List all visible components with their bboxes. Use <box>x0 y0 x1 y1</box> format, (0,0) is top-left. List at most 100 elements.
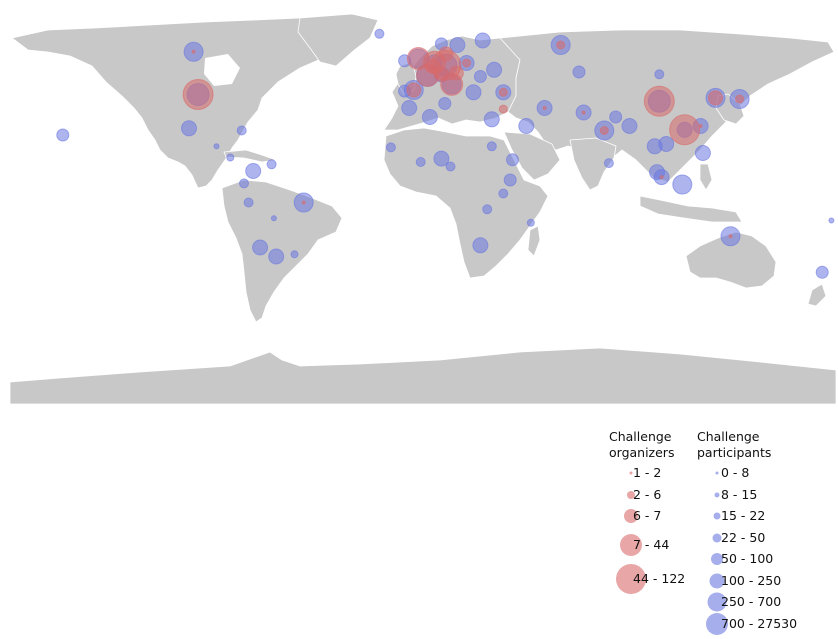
legend-participants-rows: 0 - 8 8 - 15 15 - 22 22 - 50 50 - 100 100 - 2… <box>697 465 837 637</box>
participant-marker-algeria <box>421 109 438 125</box>
legend-participants-row: 100 - 250 <box>697 573 837 595</box>
participant-marker-nigeria <box>433 150 450 167</box>
participant-marker-new-zealand <box>815 265 829 279</box>
legend-participants-row: 22 - 50 <box>697 530 837 552</box>
participant-marker-zambia <box>482 204 493 215</box>
legend-participants-row: 15 - 22 <box>697 508 837 530</box>
legend-participants-label: 250 - 700 <box>721 594 782 609</box>
legend-organizers-row: 7 - 44 <box>609 530 709 560</box>
participant-marker-argentina <box>268 248 285 265</box>
participant-marker-colombia <box>245 163 262 179</box>
participant-marker-mongolia <box>654 69 665 80</box>
legend-participants-row: 250 - 700 <box>697 592 837 616</box>
participant-marker-thailand <box>646 138 663 155</box>
legend-participants-label: 15 - 22 <box>721 508 766 523</box>
organizer-markers <box>182 40 745 239</box>
legend-organizers-label: 44 - 122 <box>633 570 686 586</box>
legend-organizers: Challenge organizers 1 - 2 2 - 6 6 - 7 7 - … <box>609 429 709 598</box>
participant-marker-kenya <box>503 173 517 187</box>
legend-participants-symbol <box>707 592 727 612</box>
philippines <box>699 163 713 191</box>
participant-marker-nepal <box>609 110 623 124</box>
participant-marker-morocco <box>401 100 418 116</box>
participant-marker-romania <box>473 70 487 83</box>
indian-subcontinent <box>569 137 617 191</box>
participant-marker-mexico <box>181 120 197 137</box>
organizer-marker-austria <box>448 65 464 81</box>
participant-marker-ghana <box>415 157 426 167</box>
participant-marker-sweden <box>449 37 466 53</box>
participant-marker-costa-rica <box>226 153 235 162</box>
legend-organizers-row: 2 - 6 <box>609 487 709 509</box>
participant-marker-cuba <box>236 125 247 136</box>
participant-marker-hawaii <box>56 128 70 142</box>
participant-marker-tanzania <box>498 188 509 199</box>
legend-participants-symbol <box>706 612 728 635</box>
legend-participants-row: 0 - 8 <box>697 465 837 487</box>
participant-marker-sri-lanka <box>603 158 614 169</box>
organizer-marker-brazil <box>301 200 306 205</box>
legend-organizers-row: 44 - 122 <box>609 560 709 598</box>
organizer-marker-taiwan <box>698 124 703 128</box>
participant-marker-tunisia <box>438 97 452 110</box>
legend-organizers-row: 6 - 7 <box>609 508 709 530</box>
legend-organizers-label: 1 - 2 <box>633 465 662 480</box>
participant-marker-senegal <box>385 142 396 153</box>
organizer-marker-russia <box>556 40 566 50</box>
organizer-marker-singapore <box>659 175 664 180</box>
legend-organizers-symbol <box>620 533 642 556</box>
organizer-marker-canada <box>191 49 196 54</box>
continent-antarctica <box>9 347 837 405</box>
participant-marker-venezuela <box>266 159 277 170</box>
organizer-marker-usa <box>182 79 214 110</box>
participant-marker-cameroon <box>445 161 456 172</box>
participant-marker-saudi-arabia <box>518 118 535 134</box>
legend-participants: Challenge participants 0 - 8 8 - 15 15 - 2… <box>697 429 837 637</box>
world-map <box>9 13 837 405</box>
participant-marker-iceland <box>374 28 385 39</box>
hudson-bay <box>204 54 240 86</box>
madagascar <box>527 225 541 257</box>
southeast-asia-islands <box>639 195 743 223</box>
participant-marker-fiji <box>828 217 835 224</box>
legend-organizers-title: Challenge organizers <box>609 429 675 460</box>
participant-marker-philippines <box>694 145 711 161</box>
organizer-marker-israel <box>498 104 508 114</box>
organizer-marker-australia <box>728 234 733 239</box>
greenland <box>297 13 379 67</box>
legend-participants-symbol <box>714 492 720 497</box>
legend-participants-title: Challenge participants <box>697 429 772 460</box>
organizer-marker-india <box>599 126 609 135</box>
legend-organizers-symbol <box>624 509 638 523</box>
participant-marker-sudan <box>486 141 497 152</box>
legend-participants-symbol <box>712 533 722 542</box>
legend-participants-row: 8 - 15 <box>697 487 837 509</box>
legend-organizers-symbol <box>629 471 633 475</box>
legend-organizers-rows: 1 - 2 2 - 6 6 - 7 7 - 44 44 - 122 <box>609 465 709 598</box>
legend-organizers-symbol <box>616 563 646 594</box>
participant-marker-bangladesh <box>621 118 638 134</box>
legend-participants-label: 22 - 50 <box>721 529 766 545</box>
participant-marker-kazakhstan <box>572 65 586 79</box>
legend-participants-symbol <box>709 573 725 588</box>
legend-participants-row: 50 - 100 <box>697 551 837 573</box>
participant-marker-greece <box>465 84 482 101</box>
new-zealand <box>807 283 827 307</box>
organizer-marker-turkey <box>498 87 508 97</box>
participant-marker-madagascar <box>526 218 535 227</box>
participant-marker-bolivia <box>270 215 277 222</box>
legend-organizers-label: 6 - 7 <box>633 508 662 523</box>
organizer-marker-spain <box>406 82 422 98</box>
organizer-marker-china <box>643 85 675 117</box>
legend-organizers-symbol <box>627 490 635 499</box>
legend-participants-symbol <box>711 553 723 565</box>
participant-marker-indonesia <box>672 174 693 195</box>
participant-marker-ecuador <box>239 178 249 189</box>
organizer-marker-poland <box>462 58 472 68</box>
participant-marker-uruguay <box>290 250 299 259</box>
participant-marker-chile <box>252 239 269 256</box>
legend-participants-label: 700 - 27530 <box>721 615 798 631</box>
organizer-marker-pakistan <box>581 110 586 115</box>
legend-participants-label: 100 - 250 <box>721 572 782 588</box>
legend-organizers-label: 2 - 6 <box>633 486 662 502</box>
